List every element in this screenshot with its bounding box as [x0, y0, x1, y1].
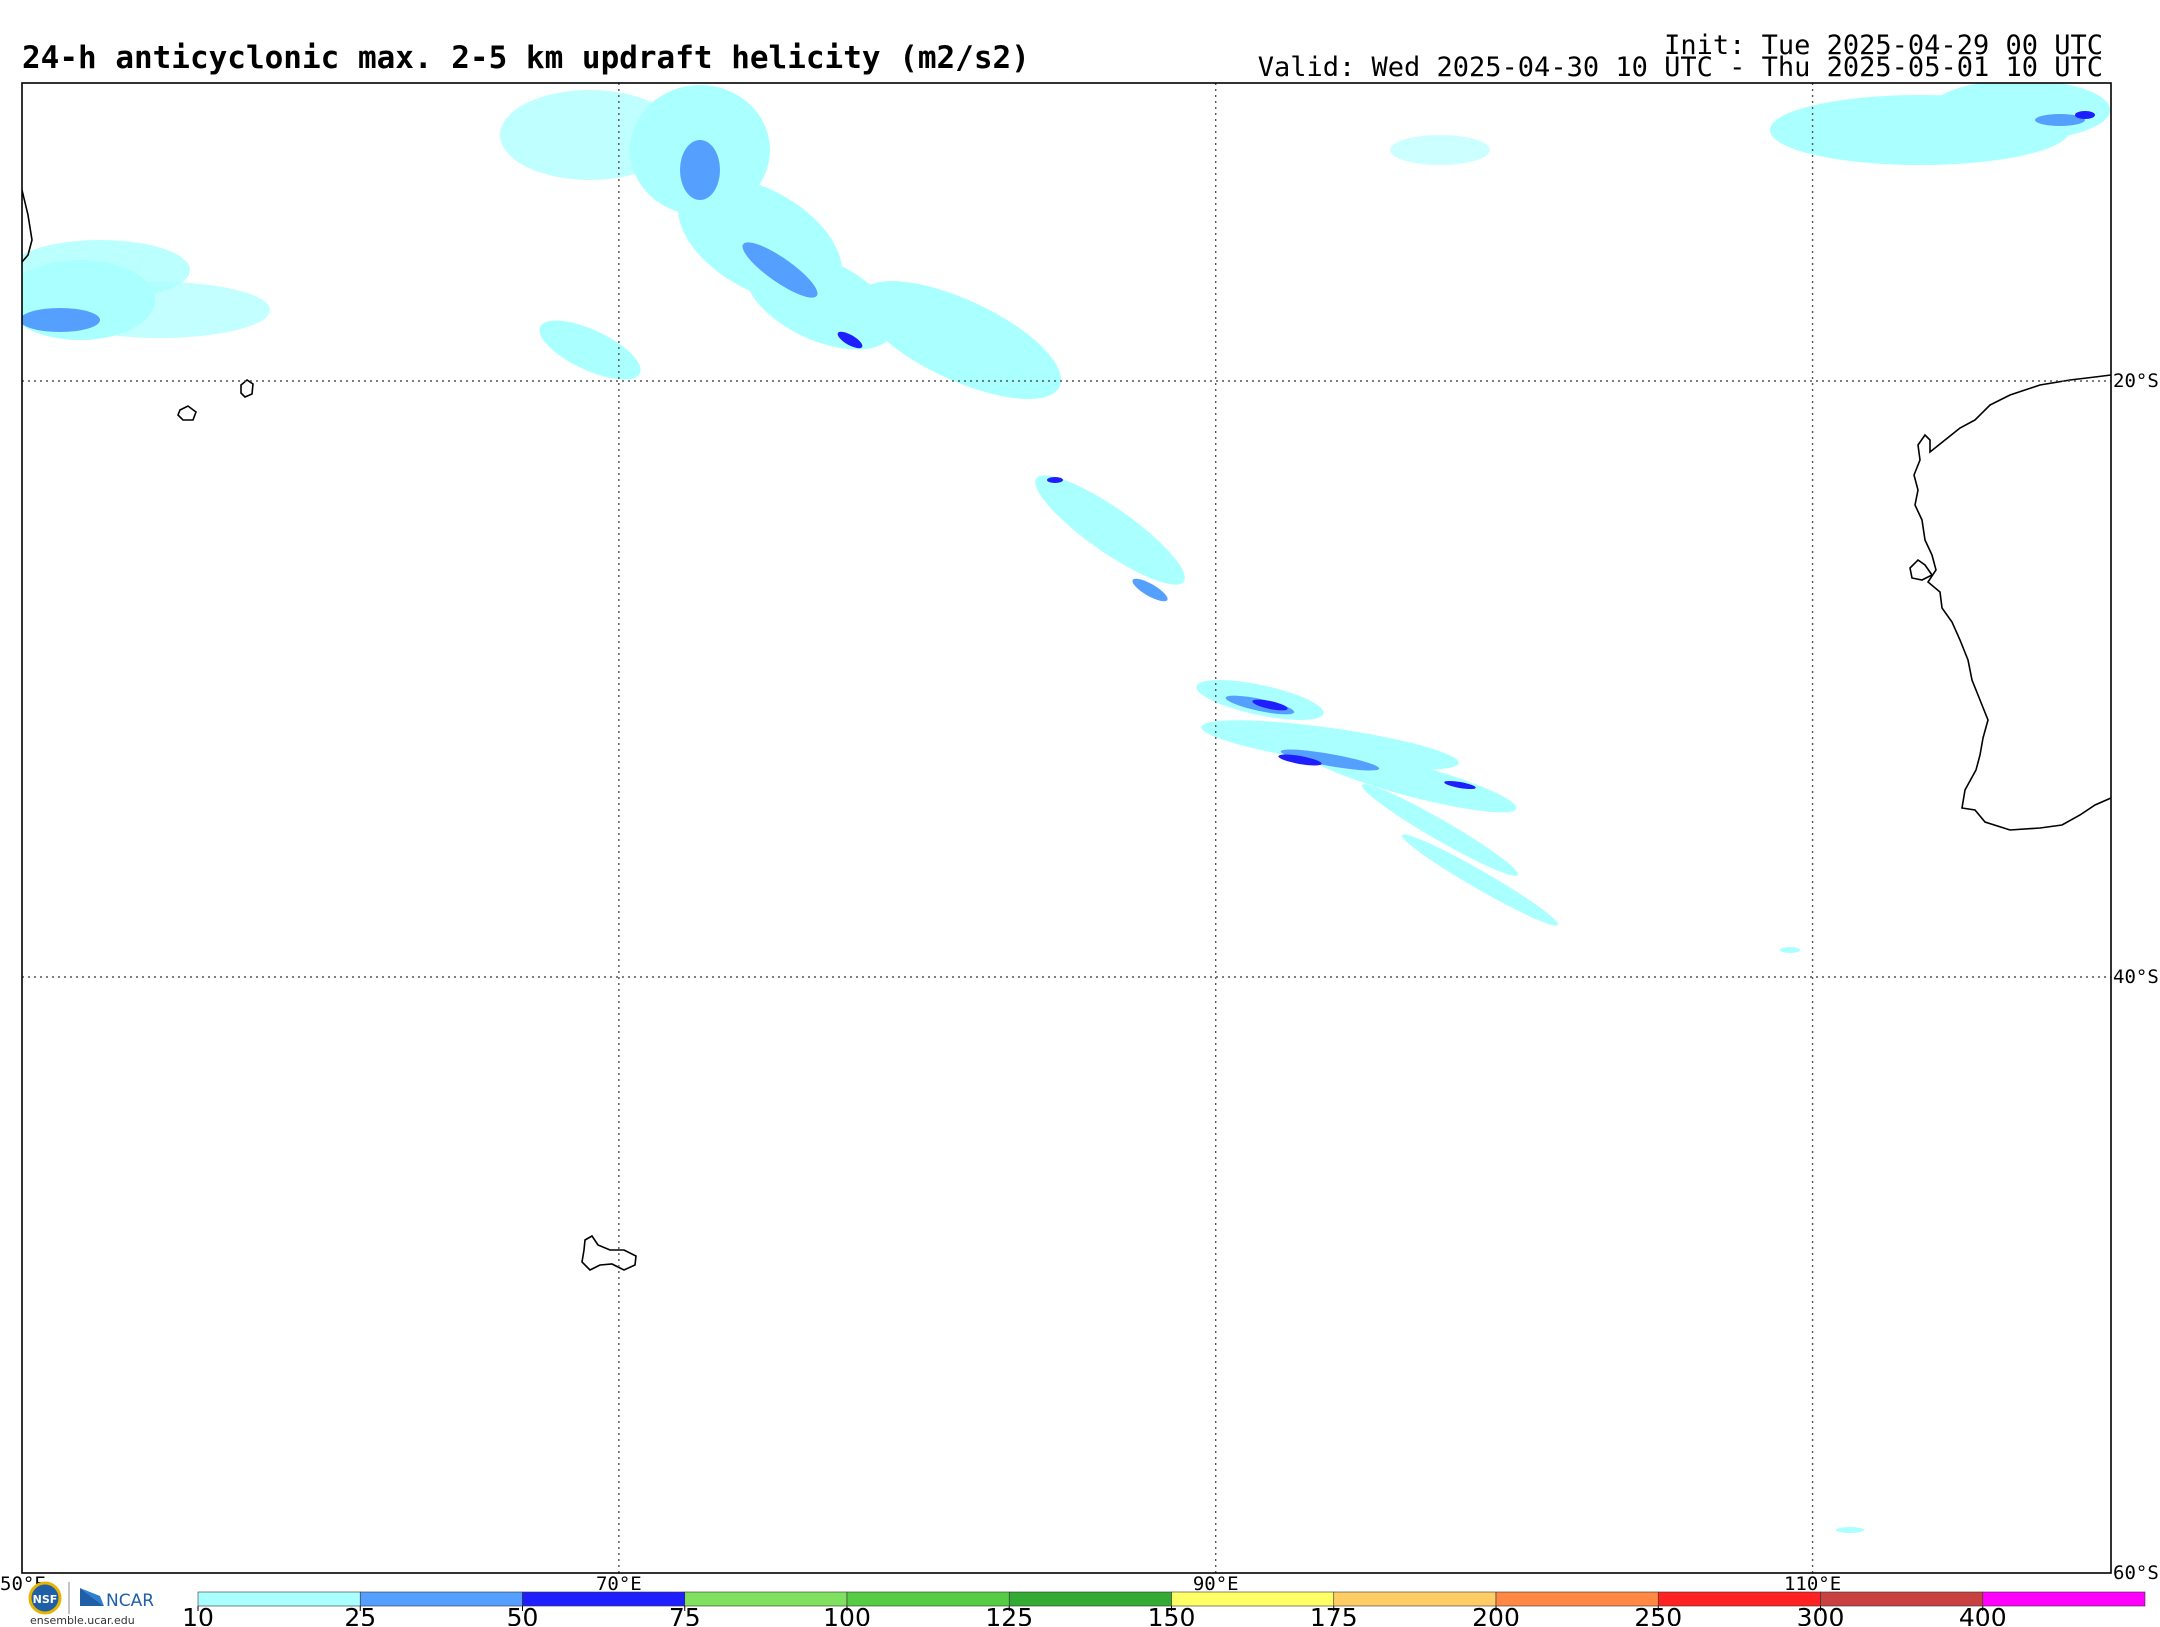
graticule [22, 83, 2111, 1573]
valid-time: Valid: Wed 2025-04-30 10 UTC - Thu 2025-… [1257, 52, 2103, 83]
svg-text:NCAR: NCAR [106, 1591, 154, 1611]
colorbar: 10 25 50 75 100 125 150 175 200 250 300 400 [182, 1591, 2146, 1626]
lat-label: 40°S [2113, 966, 2159, 988]
colorbar-label: 200 [1472, 1603, 1520, 1626]
colorbar-label: 25 [344, 1603, 376, 1626]
colorbar-label: 300 [1797, 1603, 1845, 1626]
colorbar-swatch [522, 1591, 686, 1607]
map-frame [21, 82, 2112, 1574]
colorbar-swatch [197, 1591, 361, 1607]
colorbar-swatch [1982, 1591, 2146, 1607]
map-title: 24-h anticyclonic max. 2-5 km updraft he… [22, 40, 1030, 76]
ncar-logo: NCAR [80, 1588, 154, 1611]
colorbar-label: 125 [985, 1603, 1033, 1626]
colorbar-label: 250 [1634, 1603, 1682, 1626]
lon-label: 70°E [596, 1573, 642, 1595]
lat-label: 20°S [2113, 370, 2159, 392]
lon-label: 110°E [1784, 1573, 1841, 1595]
colorbar-label: 175 [1310, 1603, 1358, 1626]
lon-label: 90°E [1193, 1573, 1239, 1595]
colorbar-label: 50 [507, 1603, 539, 1626]
nsf-logo: NSF [28, 1581, 62, 1615]
svg-text:NSF: NSF [33, 1593, 58, 1606]
footer-url: ensemble.ucar.edu [30, 1614, 135, 1627]
corner-lat-label: 60°S [2113, 1562, 2159, 1584]
colorbar-label: 10 [182, 1603, 214, 1626]
helicity-swaths [22, 83, 2110, 1533]
colorbar-label: 400 [1959, 1603, 2007, 1626]
colorbar-swatch [359, 1591, 523, 1607]
coastlines [22, 189, 2111, 1271]
colorbar-label: 150 [1148, 1603, 1196, 1626]
init-time: Init: Tue 2025-04-29 00 UTC [1664, 30, 2103, 61]
colorbar-label: 75 [669, 1603, 701, 1626]
colorbar-label: 100 [823, 1603, 871, 1626]
